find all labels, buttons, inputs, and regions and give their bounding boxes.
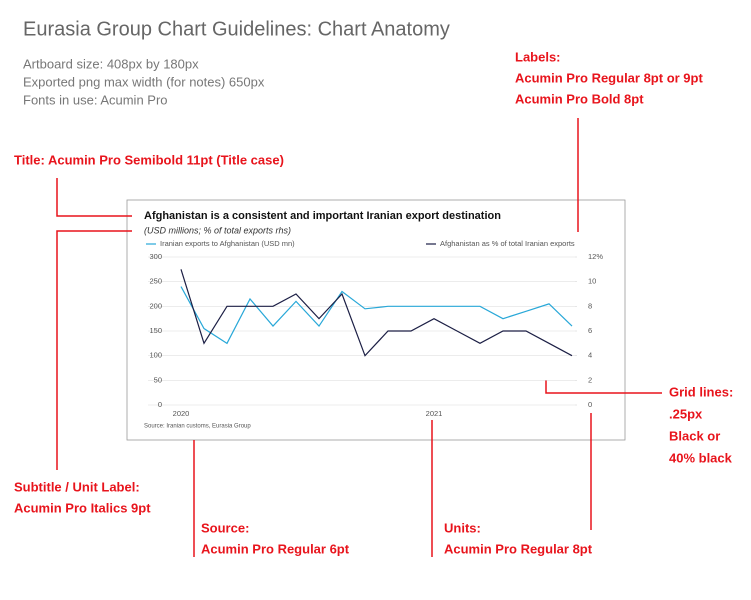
y-tick-label: 200 bbox=[149, 301, 162, 310]
annotation: Subtitle / Unit Label: bbox=[14, 479, 140, 494]
x-tick-label: 2021 bbox=[426, 409, 443, 418]
y2-tick-label: 6 bbox=[588, 326, 592, 335]
info: Fonts in use: Acumin Pro bbox=[23, 92, 168, 107]
annotation: Acumin Pro Regular 6pt bbox=[201, 541, 350, 556]
y2-tick-label: 4 bbox=[588, 351, 592, 360]
info: Artboard size: 408px by 180px bbox=[23, 56, 199, 71]
x-tick-label: 2020 bbox=[173, 409, 190, 418]
annotation: Grid lines: bbox=[669, 384, 733, 399]
annotation: .25px bbox=[669, 406, 703, 421]
annotation: Title: Acumin Pro Semibold 11pt (Title c… bbox=[14, 152, 284, 167]
source: Source: Iranian customs, Eurasia Group bbox=[144, 424, 251, 430]
y2-tick-label: 12% bbox=[588, 252, 603, 261]
annotation: Labels: bbox=[515, 49, 561, 64]
annotation: 40% black bbox=[669, 450, 733, 465]
annotation: Acumin Pro Regular 8pt bbox=[444, 541, 593, 556]
y2-tick-label: 10 bbox=[588, 277, 596, 286]
annotation: Acumin Pro Regular 8pt or 9pt bbox=[515, 70, 703, 85]
annotations: Labels: Acumin Pro Regular 8pt or 9pt Ac… bbox=[14, 49, 733, 557]
leader-line bbox=[56, 230, 132, 470]
y-tick-label: 300 bbox=[149, 252, 162, 261]
y-tick-label: 0 bbox=[158, 400, 162, 409]
y-tick-label: 100 bbox=[149, 351, 162, 360]
page-title: Eurasia Group Chart Guidelines: Chart An… bbox=[23, 18, 450, 40]
y-tick-label: 250 bbox=[149, 277, 162, 286]
series-line bbox=[180, 269, 573, 357]
annotation: Units: bbox=[444, 520, 481, 535]
leader-line bbox=[545, 380, 662, 394]
chart-title: Afghanistan is a consistent and importan… bbox=[144, 210, 501, 222]
y2-tick-label: 8 bbox=[588, 301, 592, 310]
annotation: Acumin Pro Italics 9pt bbox=[14, 500, 151, 515]
annotation: Source: bbox=[201, 520, 249, 535]
annotation: Black or bbox=[669, 428, 720, 443]
y2-tick-label: 0 bbox=[588, 400, 592, 409]
chart-frame bbox=[126, 199, 626, 441]
y-tick-label: 50 bbox=[154, 375, 162, 384]
y-tick-label: 150 bbox=[149, 326, 162, 335]
chart-subtitle: (USD millions; % of total exports rhs) bbox=[144, 225, 291, 235]
legend-label: Iranian exports to Afghanistan (USD mn) bbox=[160, 239, 295, 248]
y2-tick-label: 2 bbox=[588, 375, 592, 384]
legend-label: Afghanistan as % of total Iranian export… bbox=[440, 239, 575, 248]
leader-line bbox=[56, 178, 132, 217]
info: Exported png max width (for notes) 650px bbox=[23, 74, 265, 89]
annotation: Acumin Pro Bold 8pt bbox=[515, 91, 644, 106]
